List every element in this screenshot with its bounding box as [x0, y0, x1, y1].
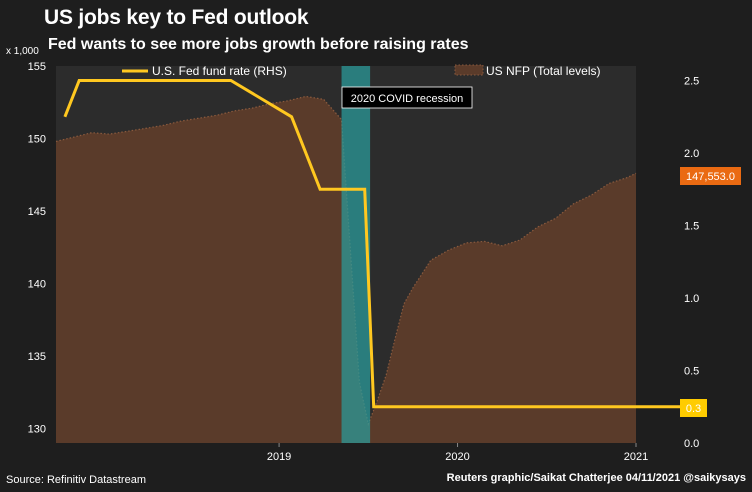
recession-label: 2020 COVID recession	[351, 93, 464, 105]
chart-subtitle: Fed wants to see more jobs growth before…	[48, 36, 469, 53]
y-right-tick: 0.5	[684, 366, 699, 378]
y-right-tick: 0.0	[684, 438, 699, 450]
y-right-tick: 2.0	[684, 148, 699, 160]
x-tick-label: 2021	[624, 451, 648, 463]
legend-nfp-swatch	[454, 64, 484, 76]
y-left-tick: 135	[28, 351, 46, 363]
y-left-unit: x 1,000	[6, 46, 39, 57]
y-left-tick: 140	[28, 279, 46, 291]
y-left-tick: 150	[28, 134, 46, 146]
nfp-end-value: 147,553.0	[686, 171, 735, 183]
fed-end-value: 0.3	[686, 403, 701, 415]
y-right-tick: 1.0	[684, 293, 699, 305]
nfp-end-badge	[680, 167, 741, 185]
legend-fed-label: U.S. Fed fund rate (RHS)	[152, 64, 287, 78]
x-tick-label: 2020	[445, 451, 469, 463]
fed-end-badge	[680, 399, 707, 417]
y-left-tick: 145	[28, 206, 46, 218]
credit-note: Reuters graphic/Saikat Chatterjee 04/11/…	[446, 472, 746, 484]
fed-rate-line	[63, 79, 636, 409]
y-left-tick: 130	[28, 424, 46, 436]
recession-label-box	[341, 86, 473, 109]
legend-nfp-label: US NFP (Total levels)	[486, 64, 600, 78]
y-left-tick: 155	[28, 61, 46, 73]
chart-title: US jobs key to Fed outlook	[44, 6, 309, 29]
y-right-tick: 1.5	[684, 221, 699, 233]
y-right-tick: 2.5	[684, 76, 699, 88]
x-tick-label: 2019	[267, 451, 291, 463]
recession-band	[341, 66, 371, 443]
source-note: Source: Refinitiv Datastream	[6, 474, 146, 486]
